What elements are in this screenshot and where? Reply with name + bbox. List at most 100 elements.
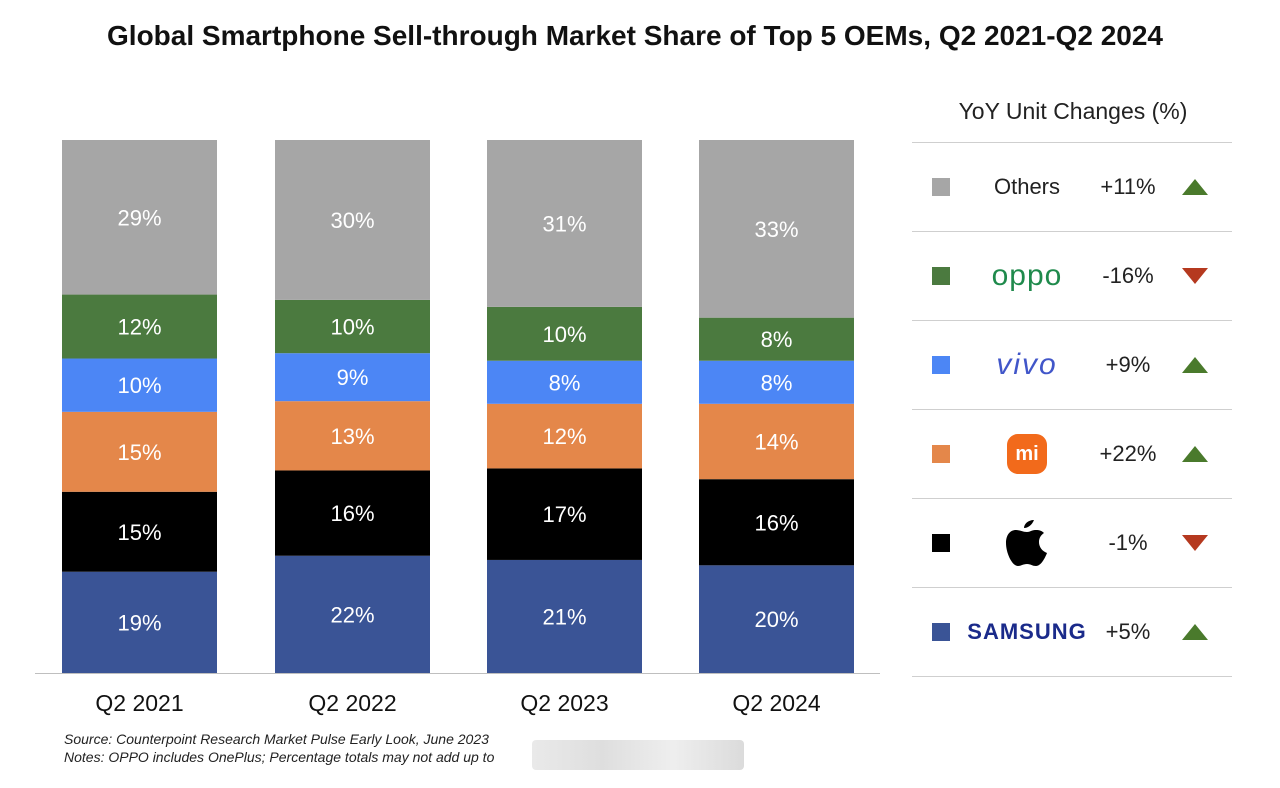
- data-label-samsung-2: 21%: [542, 604, 586, 629]
- bar-segment-vivo-1: [275, 353, 430, 402]
- bar-segment-oppo-0: [62, 294, 217, 359]
- bar-segment-samsung-3: [699, 565, 854, 673]
- trend-down-arrow: [1182, 535, 1208, 551]
- vivo-logo-text: vivo: [996, 348, 1058, 381]
- data-label-oppo-0: 12%: [117, 315, 161, 340]
- trend-up-icon: [1182, 357, 1208, 373]
- bar-segment-xiaomi-2: [487, 403, 642, 469]
- xiaomi-logo-text: mi: [1007, 434, 1047, 474]
- data-label-oppo-1: 10%: [330, 315, 374, 340]
- legend-row-xiaomi: mi +22%: [912, 409, 1232, 498]
- legend-swatch-others: [932, 178, 950, 196]
- bar-segment-vivo-0: [62, 358, 217, 412]
- bar-segment-vivo-2: [487, 360, 642, 404]
- bar-segment-others-1: [275, 140, 430, 300]
- data-label-vivo-1: 9%: [337, 365, 369, 390]
- trend-up-arrow: [1182, 179, 1208, 195]
- bar-segment-samsung-1: [275, 555, 430, 673]
- samsung-logo-text: SAMSUNG: [967, 619, 1087, 644]
- apple-logo: [967, 499, 1087, 587]
- bar-segment-xiaomi-1: [275, 401, 430, 471]
- trend-up-arrow: [1182, 624, 1208, 640]
- legend-brand-others: Others: [967, 143, 1087, 231]
- bar-segment-apple-3: [699, 479, 854, 566]
- bar-segment-samsung-2: [487, 559, 642, 673]
- legend-change-vivo: +9%: [1105, 352, 1151, 377]
- trend-down-arrow: [1182, 268, 1208, 284]
- data-label-samsung-3: 20%: [754, 607, 798, 632]
- data-label-others-0: 29%: [117, 205, 161, 230]
- bar-segment-vivo-3: [699, 360, 854, 404]
- source-note: Source: Counterpoint Research Market Pul…: [64, 730, 494, 766]
- bar-segment-samsung-0: [62, 571, 217, 673]
- yoy-legend: Others +11% oppo -16% vivo +9% mi +22%: [912, 142, 1232, 677]
- data-label-xiaomi-1: 13%: [330, 424, 374, 449]
- bar-segment-apple-2: [487, 468, 642, 560]
- bar-segment-others-3: [699, 140, 854, 318]
- legend-swatch-vivo: [932, 356, 950, 374]
- bar-segment-oppo-1: [275, 299, 430, 354]
- bar-segment-oppo-3: [699, 317, 854, 361]
- watermark-blur: [532, 740, 744, 770]
- data-label-oppo-2: 10%: [542, 322, 586, 347]
- trend-up-arrow: [1182, 446, 1208, 462]
- apple-icon: [1006, 520, 1047, 566]
- chart-title: Global Smartphone Sell-through Market Sh…: [107, 20, 1163, 51]
- legend-row-others: Others +11%: [912, 142, 1232, 231]
- legend-brand-label-others: Others: [993, 174, 1061, 199]
- bar-segment-others-0: [62, 140, 217, 295]
- trend-up-arrow: [1182, 357, 1208, 373]
- legend-change-xiaomi: +22%: [1099, 441, 1157, 466]
- source-line: Source: Counterpoint Research Market Pul…: [64, 731, 489, 747]
- legend-change-oppo: -16%: [1102, 263, 1154, 288]
- bar-segment-oppo-2: [487, 306, 642, 361]
- legend-swatch-oppo: [932, 267, 950, 285]
- legend-row-vivo: vivo +9%: [912, 320, 1232, 409]
- bar-segment-others-2: [487, 140, 642, 307]
- legend-swatch-apple: [932, 534, 950, 552]
- data-label-others-2: 31%: [542, 211, 586, 236]
- legend-change-apple: -1%: [1108, 530, 1148, 555]
- data-label-others-3: 33%: [754, 217, 798, 242]
- data-label-xiaomi-2: 12%: [542, 424, 586, 449]
- x-tick-label: Q2 2023: [520, 690, 608, 716]
- notes-line: Notes: OPPO includes OnePlus; Percentage…: [64, 749, 495, 765]
- legend-row-apple: -1%: [912, 498, 1232, 587]
- data-label-xiaomi-3: 14%: [754, 429, 798, 454]
- samsung-logo: SAMSUNG: [967, 588, 1087, 676]
- x-tick-label: Q2 2022: [308, 690, 396, 716]
- data-label-vivo-0: 10%: [117, 373, 161, 398]
- trend-up-icon: [1182, 179, 1208, 195]
- trend-down-icon: [1182, 535, 1208, 551]
- oppo-logo-text: oppo: [991, 259, 1063, 292]
- data-label-apple-2: 17%: [542, 502, 586, 527]
- data-label-vivo-3: 8%: [761, 370, 793, 395]
- legend-change-others: +11%: [1100, 174, 1156, 199]
- legend-swatch-xiaomi: [932, 445, 950, 463]
- vivo-logo: vivo: [967, 321, 1087, 409]
- bar-segment-xiaomi-3: [699, 403, 854, 480]
- data-label-samsung-1: 22%: [330, 602, 374, 627]
- data-label-oppo-3: 8%: [761, 327, 793, 352]
- data-label-samsung-0: 19%: [117, 610, 161, 635]
- yoy-title: YoY Unit Changes (%): [958, 98, 1188, 124]
- legend-row-samsung: SAMSUNG +5%: [912, 587, 1232, 677]
- bar-segment-xiaomi-0: [62, 411, 217, 492]
- data-label-apple-1: 16%: [330, 501, 374, 526]
- data-label-vivo-2: 8%: [549, 370, 581, 395]
- data-label-others-1: 30%: [330, 208, 374, 233]
- oppo-logo: oppo: [967, 232, 1087, 320]
- legend-row-oppo: oppo -16%: [912, 231, 1232, 320]
- stacked-bar-chart: 19% 15% 15% 10% 12% 29% Q2 2021 22% 16% 13% 9% 10% 3…: [35, 140, 880, 716]
- x-tick-label: Q2 2024: [732, 690, 820, 716]
- legend-change-samsung: +5%: [1105, 619, 1151, 644]
- trend-up-icon: [1182, 446, 1208, 462]
- x-tick-label: Q2 2021: [95, 690, 183, 716]
- bar-segment-apple-1: [275, 470, 430, 556]
- xiaomi-logo: mi: [967, 410, 1087, 498]
- trend-down-icon: [1182, 268, 1208, 284]
- bar-segment-apple-0: [62, 491, 217, 572]
- data-label-apple-0: 15%: [117, 520, 161, 545]
- data-label-apple-3: 16%: [754, 510, 798, 535]
- trend-up-icon: [1182, 624, 1208, 640]
